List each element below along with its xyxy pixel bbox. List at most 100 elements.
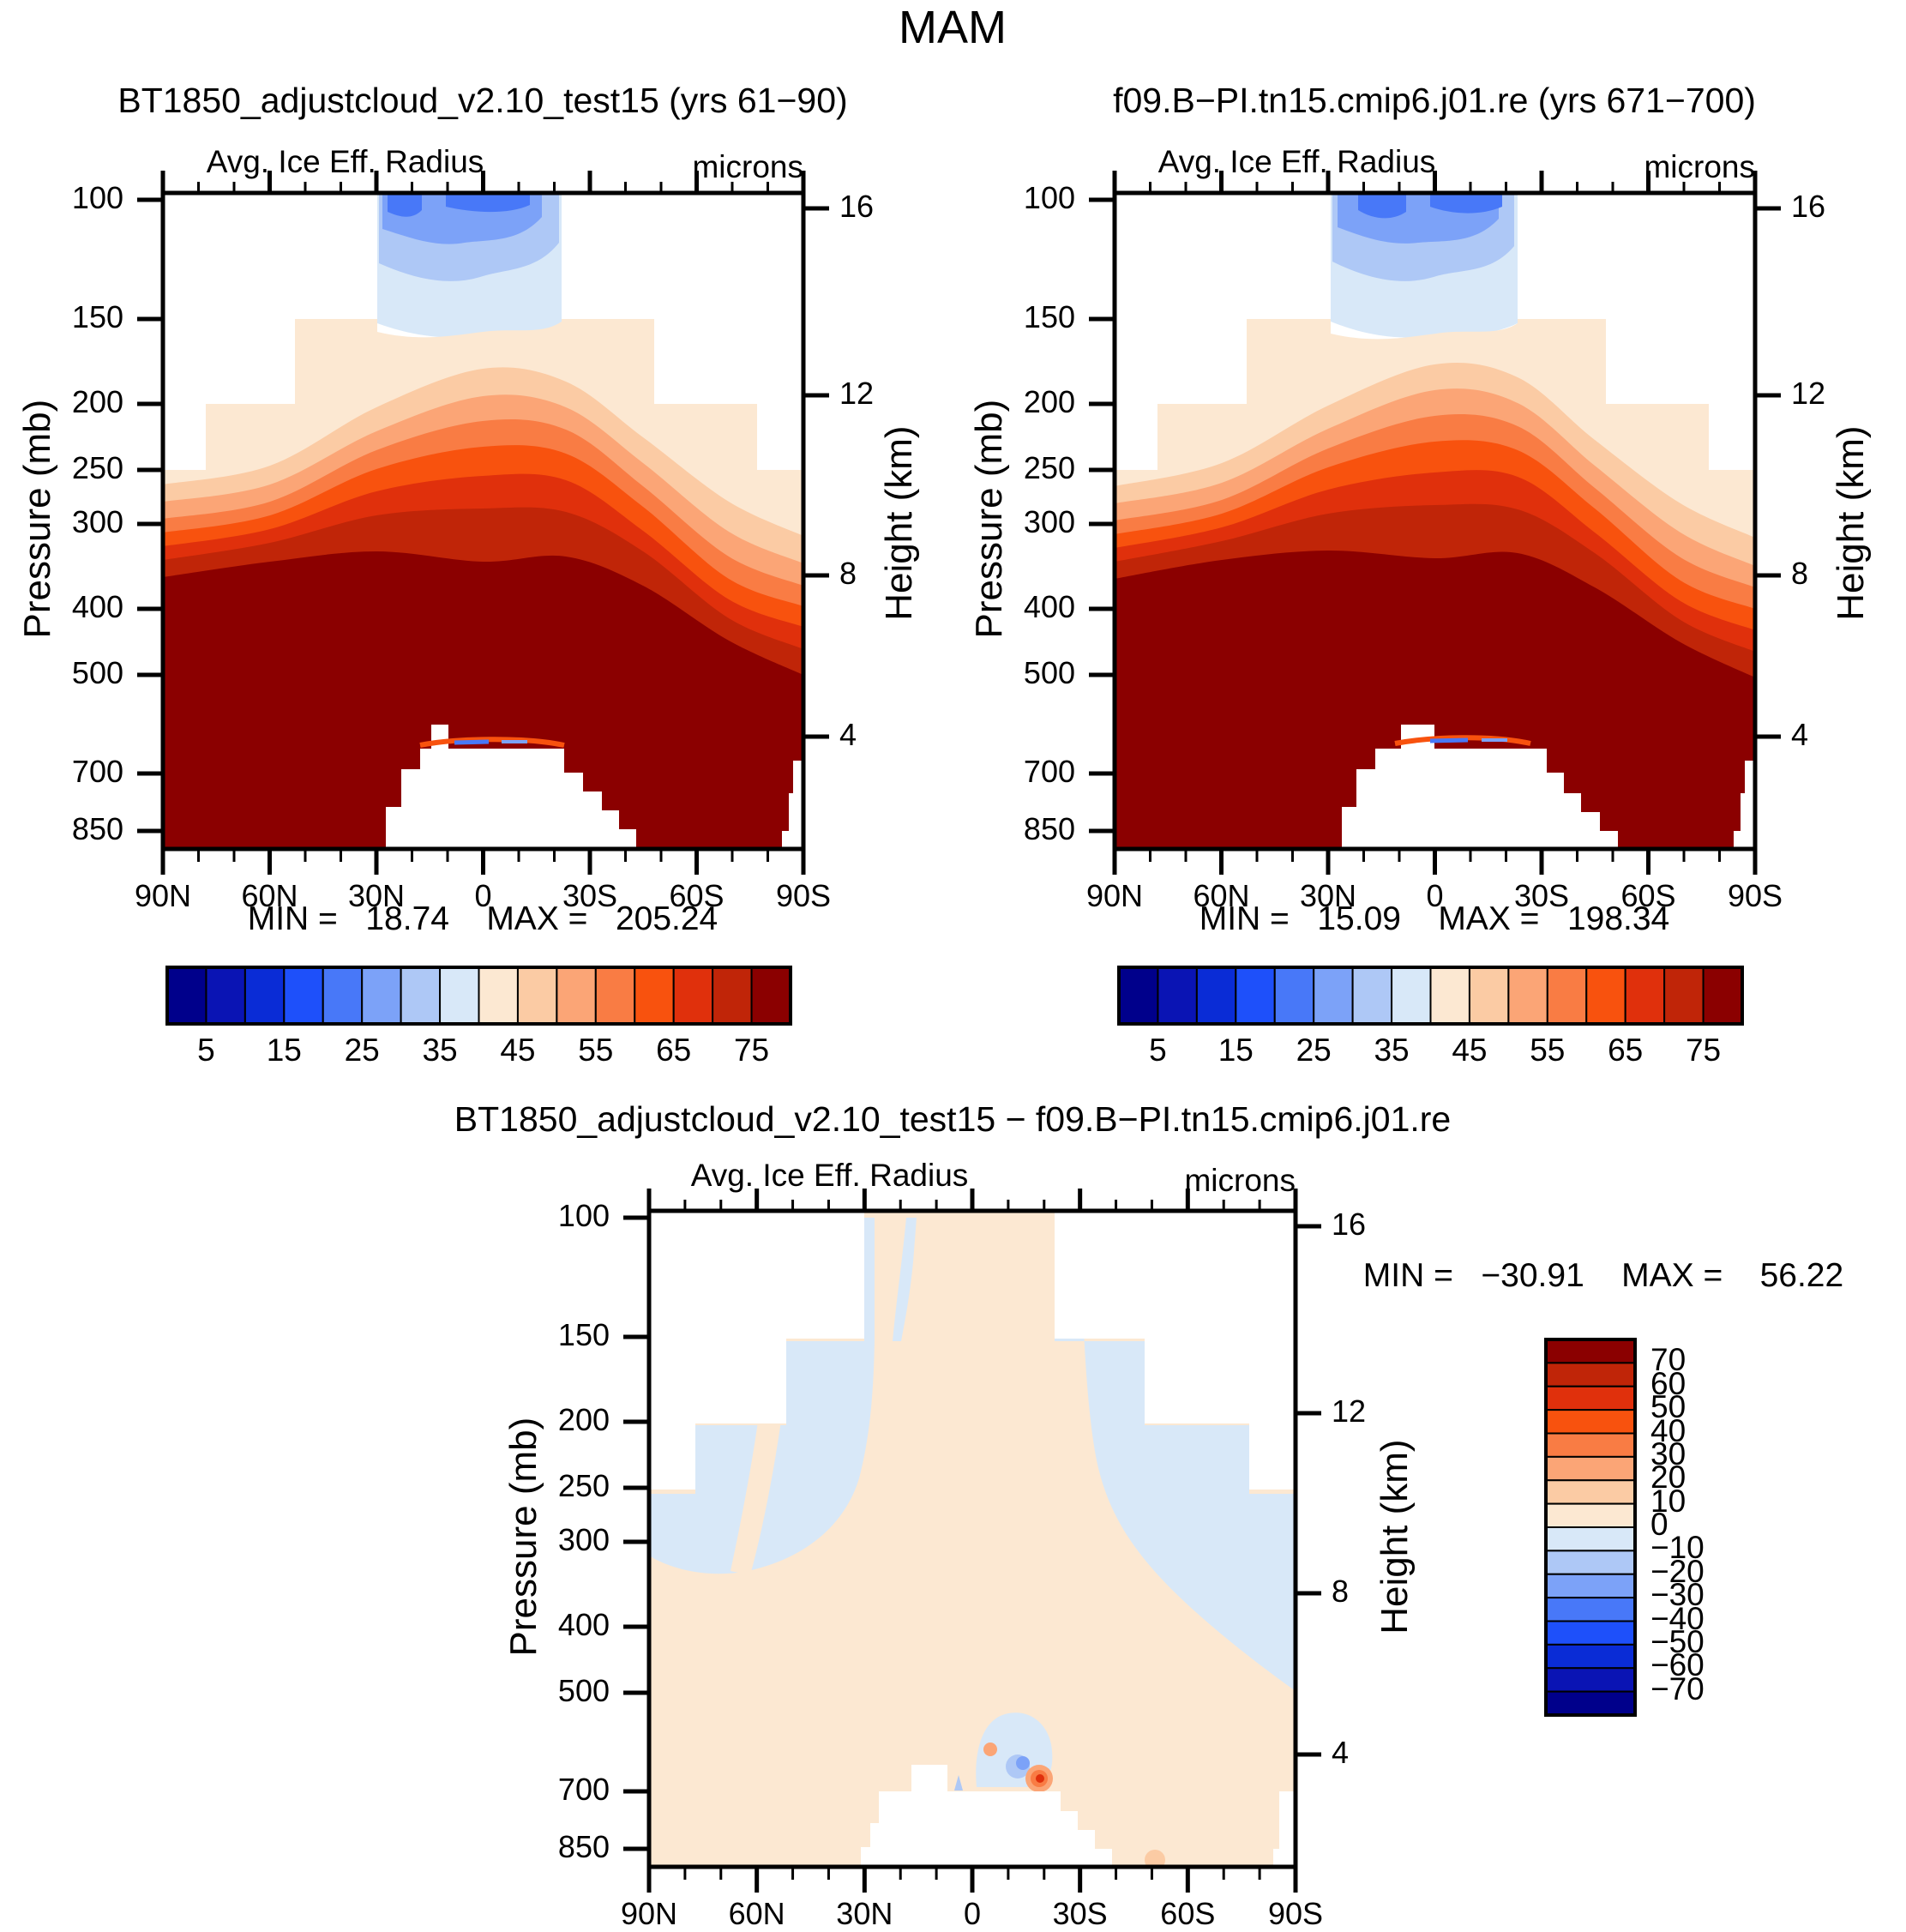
diff-negative-blob-core	[1016, 1756, 1030, 1770]
colorbar-tick-label: 45	[500, 1032, 536, 1068]
diff-positive-spot	[1145, 1850, 1165, 1867]
dome-fringe	[1429, 737, 1469, 743]
pressure-tick-label: 500	[71, 655, 123, 690]
colorbar-segment	[439, 966, 480, 1025]
colorbar-segment	[712, 966, 753, 1025]
diff-positive-spot	[1036, 1774, 1044, 1783]
colorbar-tick-label: 10	[1650, 1483, 1687, 1519]
colorbar-frame	[1544, 1338, 1637, 1717]
min-value: 15.09	[1317, 900, 1401, 937]
pressure-tick-label: 100	[1023, 180, 1075, 215]
no-data-surface-region	[1342, 725, 1618, 849]
colorbar-segment	[166, 966, 207, 1025]
height-tick-label: 12	[1332, 1393, 1367, 1429]
colorbar-segment	[1702, 966, 1743, 1025]
latitude-tick-label: 90N	[620, 1896, 678, 1931]
height-tick-label: 4	[1332, 1735, 1350, 1770]
panel3-colorbar	[1544, 1338, 1637, 1717]
pressure-tick-label: 400	[71, 589, 123, 624]
height-tick-label: 4	[1791, 717, 1809, 752]
colorbar-tick-label: 5	[1149, 1032, 1167, 1068]
panel2-colorbar	[1117, 966, 1744, 1026]
colorbar-segment	[1507, 966, 1548, 1025]
colorbar-frame	[165, 966, 792, 1026]
colorbar-segment	[1545, 1690, 1636, 1716]
colorbar-tick-label: 15	[266, 1032, 302, 1068]
max-label: MAX =	[486, 900, 588, 937]
ice-radius-blue-region	[1358, 193, 1406, 219]
panel2-title: f09.B−PI.tn15.cmip6.j01.re (yrs 671−700)	[1113, 81, 1756, 120]
max-value: 56.22	[1759, 1257, 1844, 1294]
latitude-tick-label: 30N	[1299, 878, 1357, 913]
panel3-contours	[649, 1211, 1296, 1867]
pressure-tick-label: 100	[71, 180, 123, 215]
max-value: 205.24	[615, 900, 719, 937]
panel1-axes	[137, 171, 829, 875]
colorbar-tick-label: −20	[1650, 1553, 1705, 1589]
latitude-tick-label: 30N	[347, 878, 406, 913]
no-data-mask-south	[1055, 1211, 1296, 1490]
colorbar-tick-label: 25	[1296, 1032, 1332, 1068]
colorbar-tick-label: 70	[1650, 1342, 1687, 1378]
panel1-colorbar	[165, 966, 792, 1026]
panel1-contours	[163, 193, 803, 849]
diff-positive-streak	[731, 1382, 786, 1575]
panel2-contours	[1115, 193, 1755, 849]
colorbar-segment	[1157, 966, 1198, 1025]
panel1-subtitle: Avg. Ice Eff. Radius	[206, 144, 484, 179]
pressure-tick-label: 150	[71, 299, 123, 334]
colorbar-segment	[1391, 966, 1432, 1025]
latitude-tick-label: 90N	[134, 878, 192, 913]
colorbar-segment	[1585, 966, 1626, 1025]
colorbar-segment	[1545, 1550, 1636, 1575]
colorbar-tick-label: 25	[344, 1032, 380, 1068]
colorbar-segment	[361, 966, 402, 1025]
latitude-tick-label: 30S	[1513, 878, 1570, 913]
colorbar-segment	[1545, 1479, 1636, 1505]
pressure-tick-label: 250	[71, 450, 123, 485]
colorbar-segment	[1624, 966, 1666, 1025]
colorbar-segment	[244, 966, 286, 1025]
latitude-tick-label: 0	[963, 1896, 982, 1931]
ice-radius-blue-region	[388, 193, 422, 217]
height-tick-label: 12	[839, 376, 875, 411]
colorbar-tick-label: 65	[1608, 1032, 1644, 1068]
colorbar-segment	[1429, 966, 1470, 1025]
colorbar-tick-label: 55	[578, 1032, 614, 1068]
colorbar-tick-label: −30	[1650, 1577, 1705, 1613]
colorbar-tick-label: −60	[1650, 1647, 1705, 1683]
height-tick-label: 8	[839, 556, 857, 591]
colorbar-segment	[1545, 1432, 1636, 1458]
colorbar-tick-label: 35	[422, 1032, 458, 1068]
min-value: −30.91	[1481, 1257, 1584, 1294]
colorbar-segment	[1195, 966, 1237, 1025]
colorbar-segment	[750, 966, 791, 1025]
colorbar-segment	[1235, 966, 1276, 1025]
height-tick-label: 16	[1791, 189, 1826, 224]
latitude-tick-label: 90N	[1085, 878, 1144, 913]
colorbar-segment	[322, 966, 364, 1025]
panel2-units-label: microns	[1644, 149, 1755, 184]
max-label: MAX =	[1621, 1257, 1723, 1294]
pressure-tick-label: 850	[71, 811, 123, 846]
colorbar-tick-label: 65	[656, 1032, 692, 1068]
ice-radius-blue-region	[1430, 193, 1502, 214]
colorbar-segment	[1351, 966, 1393, 1025]
no-data-mask-south	[562, 193, 803, 470]
height-tick-label: 8	[1791, 556, 1809, 591]
diff-negative-streak	[893, 1218, 917, 1341]
max-value: 198.34	[1566, 900, 1670, 937]
colorbar-segment	[1545, 1667, 1636, 1693]
latitude-tick-label: 90S	[1727, 878, 1783, 913]
panel3-units-label: microns	[1184, 1163, 1296, 1198]
height-tick-label: 16	[839, 189, 875, 224]
pressure-tick-label: 850	[557, 1829, 610, 1864]
panel1-minmax: MIN = 18.74 MAX = 205.24	[140, 900, 826, 937]
min-label: MIN =	[1199, 900, 1290, 937]
colorbar-segment	[556, 966, 597, 1025]
pressure-tick-label: 500	[1023, 655, 1075, 690]
colorbar-tick-label: 40	[1650, 1412, 1687, 1448]
colorbar-segment	[1545, 1502, 1636, 1528]
